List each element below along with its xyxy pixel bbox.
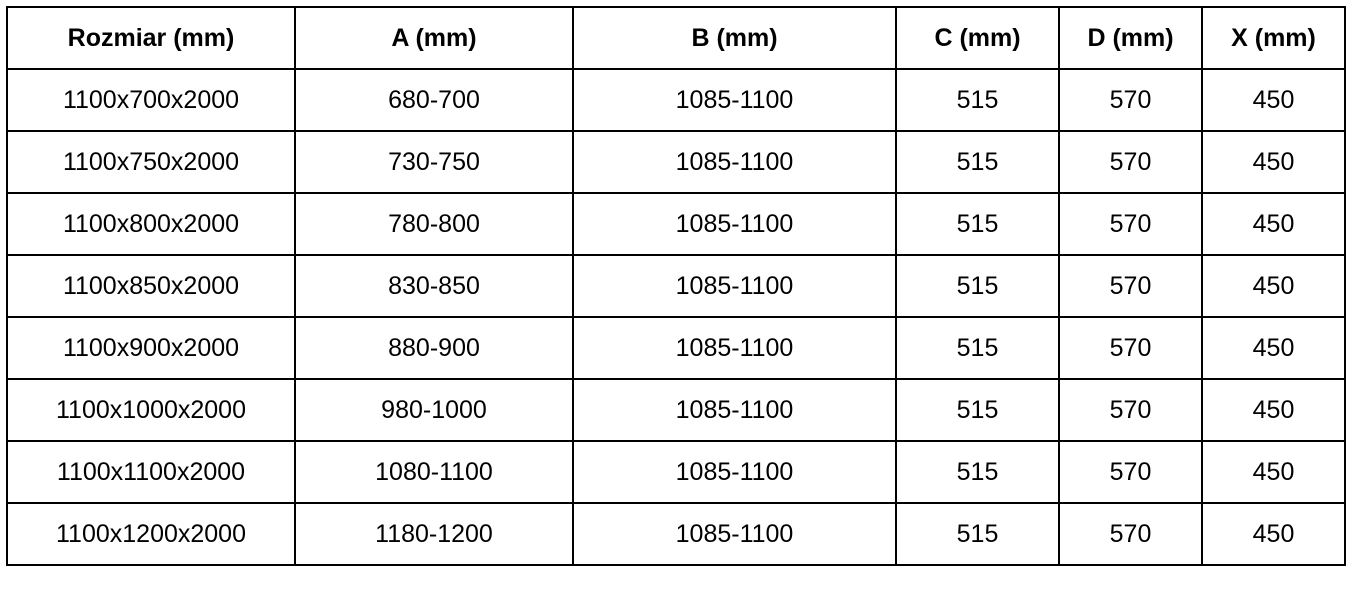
cell-size: 1100x700x2000 [6,68,296,132]
table-row: 1100x800x2000 780-800 1085-1100 515 570 450 [6,192,1346,256]
cell-c: 515 [895,68,1060,132]
cell-x: 450 [1201,68,1346,132]
table-row: 1100x1100x2000 1080-1100 1085-1100 515 570 45… [6,440,1346,504]
cell-b: 1085-1100 [572,68,897,132]
cell-c: 515 [895,254,1060,318]
cell-x: 450 [1201,502,1346,566]
cell-b: 1085-1100 [572,316,897,380]
cell-c: 515 [895,502,1060,566]
cell-size: 1100x1000x2000 [6,378,296,442]
cell-d: 570 [1058,316,1203,380]
dimensions-table: Rozmiar (mm) A (mm) B (mm) C (mm) D (mm) X (m… [6,6,1346,566]
cell-d: 570 [1058,254,1203,318]
cell-x: 450 [1201,316,1346,380]
cell-a: 830-850 [294,254,574,318]
cell-size: 1100x1100x2000 [6,440,296,504]
cell-c: 515 [895,192,1060,256]
cell-b: 1085-1100 [572,440,897,504]
cell-a: 1080-1100 [294,440,574,504]
table-row: 1100x900x2000 880-900 1085-1100 515 570 450 [6,316,1346,380]
cell-x: 450 [1201,440,1346,504]
cell-b: 1085-1100 [572,378,897,442]
cell-d: 570 [1058,378,1203,442]
cell-c: 515 [895,440,1060,504]
cell-b: 1085-1100 [572,192,897,256]
column-header-d: D (mm) [1058,6,1203,70]
cell-a: 980-1000 [294,378,574,442]
cell-x: 450 [1201,378,1346,442]
cell-size: 1100x800x2000 [6,192,296,256]
cell-b: 1085-1100 [572,502,897,566]
header-row: Rozmiar (mm) A (mm) B (mm) C (mm) D (mm) X (m… [6,6,1346,70]
cell-x: 450 [1201,130,1346,194]
cell-c: 515 [895,378,1060,442]
table-row: 1100x1000x2000 980-1000 1085-1100 515 570 450 [6,378,1346,442]
cell-b: 1085-1100 [572,130,897,194]
table-body: 1100x700x2000 680-700 1085-1100 515 570 450 11… [6,68,1346,566]
cell-size: 1100x1200x2000 [6,502,296,566]
cell-d: 570 [1058,440,1203,504]
column-header-c: C (mm) [895,6,1060,70]
cell-size: 1100x900x2000 [6,316,296,380]
cell-c: 515 [895,130,1060,194]
cell-d: 570 [1058,502,1203,566]
cell-a: 780-800 [294,192,574,256]
cell-size: 1100x750x2000 [6,130,296,194]
table-row: 1100x1200x2000 1180-1200 1085-1100 515 570 45… [6,502,1346,566]
column-header-x: X (mm) [1201,6,1346,70]
cell-size: 1100x850x2000 [6,254,296,318]
cell-d: 570 [1058,68,1203,132]
cell-x: 450 [1201,254,1346,318]
table-row: 1100x850x2000 830-850 1085-1100 515 570 450 [6,254,1346,318]
cell-a: 680-700 [294,68,574,132]
cell-d: 570 [1058,192,1203,256]
table-row: 1100x750x2000 730-750 1085-1100 515 570 450 [6,130,1346,194]
cell-a: 1180-1200 [294,502,574,566]
cell-b: 1085-1100 [572,254,897,318]
table-row: 1100x700x2000 680-700 1085-1100 515 570 450 [6,68,1346,132]
column-header-b: B (mm) [572,6,897,70]
cell-a: 730-750 [294,130,574,194]
cell-a: 880-900 [294,316,574,380]
cell-d: 570 [1058,130,1203,194]
column-header-size: Rozmiar (mm) [6,6,296,70]
column-header-a: A (mm) [294,6,574,70]
cell-x: 450 [1201,192,1346,256]
cell-c: 515 [895,316,1060,380]
